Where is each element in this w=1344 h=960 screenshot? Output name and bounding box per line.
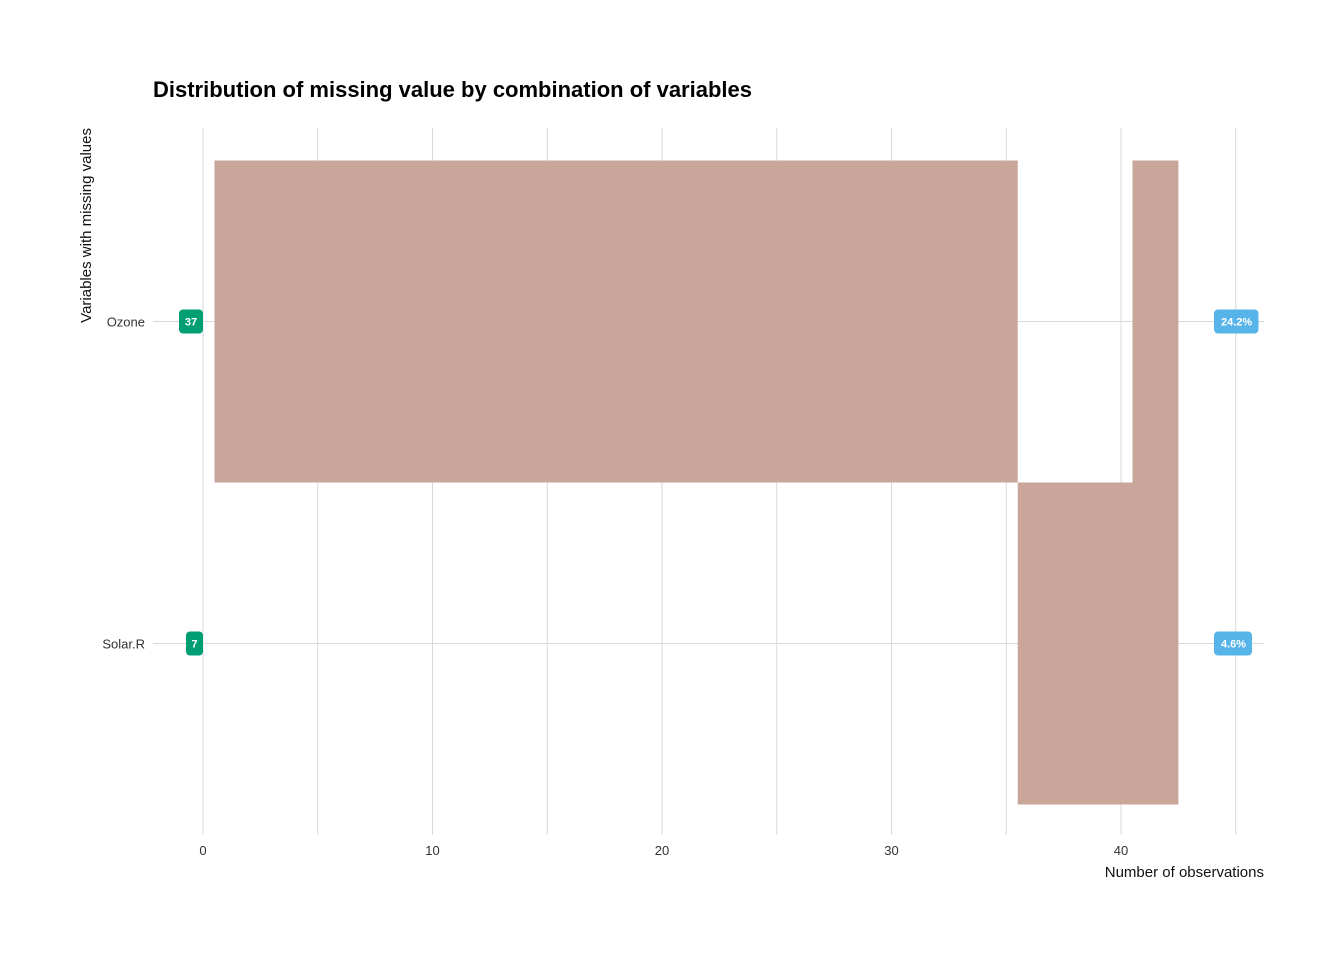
percent-badge [1214,309,1259,334]
count-badge [186,631,203,656]
y-tick-label: Ozone [107,315,145,330]
x-tick-label: 0 [199,843,206,858]
count-badge [179,309,203,334]
percent-badge-label: 24.2% [1221,317,1252,329]
y-tick-label: Solar.R [102,637,145,652]
y-axis-title: Variables with missing values [78,128,95,323]
count-badge-label: 7 [191,639,197,651]
count-badge-label: 37 [185,317,197,329]
x-tick-label: 30 [884,843,898,858]
label-layer: 0 10 20 30 40 Ozone Solar.R 37 24.2% 7 4.6% [102,309,1259,858]
chart-title: Distribution of missing value by combina… [153,77,752,102]
bar-layer [214,160,1179,805]
combination-bar [1132,160,1179,483]
x-tick-label: 10 [425,843,439,858]
x-tick-label: 20 [655,843,669,858]
combination-bar [1132,482,1179,805]
percent-badge-label: 4.6% [1221,639,1246,651]
percent-badge [1214,631,1252,656]
x-axis-title: Number of observations [1105,864,1264,881]
x-tick-label: 40 [1114,843,1128,858]
combination-bar [1017,482,1133,805]
combination-bar [214,160,1018,483]
